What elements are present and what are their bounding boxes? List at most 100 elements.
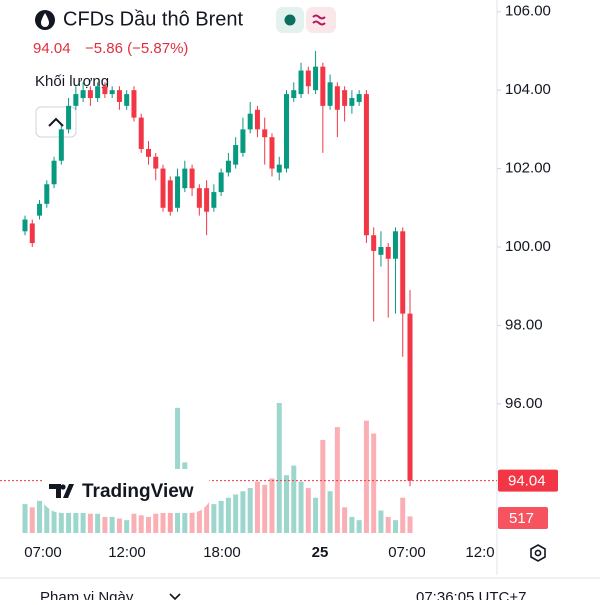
status-dot <box>284 14 296 26</box>
candle-body <box>73 94 79 106</box>
volume-bar <box>291 465 297 533</box>
volume-bar <box>196 504 202 533</box>
clock: 07:36:05 UTC+7 <box>416 589 527 600</box>
candle-body <box>218 172 224 193</box>
volume-bar <box>225 497 231 533</box>
candle-body <box>80 90 86 99</box>
x-tick-label: 18:00 <box>203 544 241 561</box>
candle-body <box>225 160 231 173</box>
y-tick-label: 104.00 <box>505 81 551 98</box>
candle-body <box>349 98 355 106</box>
candle-body <box>327 82 333 106</box>
collapse-icon <box>48 117 64 127</box>
candle-body <box>392 231 398 259</box>
volume-bar <box>102 516 108 533</box>
volume-bar <box>284 475 290 533</box>
candle-body <box>254 109 260 130</box>
volume-bar <box>160 510 166 533</box>
delay-pill[interactable] <box>306 7 336 33</box>
volume-bar <box>22 504 28 533</box>
drop-icon <box>41 13 49 27</box>
candle-body <box>269 137 275 169</box>
candle-body <box>407 313 413 481</box>
candle-body <box>153 156 159 169</box>
volume-bar <box>313 497 319 533</box>
volume-bar <box>73 510 79 533</box>
y-tick-label: 98.00 <box>505 316 543 333</box>
candle-body <box>284 94 290 169</box>
volume-bar <box>51 497 57 533</box>
range-button[interactable]: Phạm vi Ngày <box>40 589 134 605</box>
volume-bar <box>342 507 348 533</box>
candle-body <box>131 90 137 118</box>
last-price-tag <box>498 469 558 492</box>
symbol-title: CFDs Dầu thô Brent <box>63 8 244 30</box>
candle-body <box>95 86 101 99</box>
volume-bar <box>211 504 217 533</box>
candle-body <box>334 86 340 110</box>
candle-body <box>22 219 28 232</box>
x-tick-label: 07:00 <box>24 544 62 561</box>
candle-body <box>175 176 181 208</box>
settings-icon[interactable] <box>530 544 546 562</box>
volume-bar <box>320 439 326 533</box>
volume-bar <box>44 494 50 533</box>
volume-bar <box>145 516 151 533</box>
candle-body <box>400 231 406 314</box>
logo: TradingView <box>40 469 212 513</box>
price-change: −5.86 (−5.87%) <box>85 40 188 57</box>
candle-body <box>102 86 108 95</box>
volume-bar <box>400 497 406 533</box>
volume-bar <box>87 513 93 533</box>
volume-bar <box>371 433 377 533</box>
volume-bar <box>153 513 159 533</box>
candle-body <box>320 66 326 106</box>
candle-body <box>385 246 391 259</box>
volume-bar <box>66 507 72 533</box>
candle-body <box>37 203 43 216</box>
candle-body <box>167 180 173 212</box>
volume-bar <box>29 507 35 533</box>
candle-body <box>116 90 122 102</box>
volume-tag-label: 517 <box>509 510 534 527</box>
logo-dot <box>60 484 66 490</box>
volume-bar <box>327 491 333 533</box>
x-tick-label: 12:00 <box>108 544 146 561</box>
volume-bar <box>167 504 173 533</box>
plot: 106.00 104.00 102.00 100.00 98.00 96.00 07:00 1… <box>0 0 558 575</box>
logo-bg <box>40 469 212 513</box>
volume-tag <box>498 507 548 529</box>
volume-bar <box>138 515 144 533</box>
volume-bar <box>269 478 275 533</box>
logo-text: TradingView <box>82 481 194 502</box>
volume-bar <box>262 484 268 533</box>
x-tick-label: 12:0 <box>465 544 494 561</box>
candle-body <box>363 94 369 236</box>
volume-bar <box>305 488 311 533</box>
y-tick-label: 106.00 <box>505 3 551 20</box>
candle-body <box>138 117 144 149</box>
delay-icon <box>312 14 326 26</box>
x-tick-label: 25 <box>312 544 329 561</box>
candle-body <box>160 168 166 208</box>
volume-bar <box>254 481 260 533</box>
volume-bar <box>58 504 64 533</box>
volume-bar <box>363 420 369 533</box>
volume-bar <box>334 427 340 533</box>
last-price: 94.04 <box>33 40 71 57</box>
collapse-button[interactable] <box>35 106 77 138</box>
header: CFDs Dầu thô Brent 94.04 −5.86 (−5.87%) … <box>33 7 336 138</box>
volume-bar <box>356 520 362 533</box>
volume-bar <box>189 500 195 533</box>
candle-body <box>276 164 282 173</box>
candle-body <box>189 168 195 189</box>
logo-mark <box>49 484 74 498</box>
candle-body <box>356 94 362 102</box>
volume-bar <box>80 510 86 533</box>
candle-body <box>196 188 202 208</box>
candle-body <box>109 90 115 95</box>
candle-body <box>240 129 246 153</box>
candle-body <box>51 160 57 185</box>
volume-legend: Khối lượng <box>35 73 109 90</box>
